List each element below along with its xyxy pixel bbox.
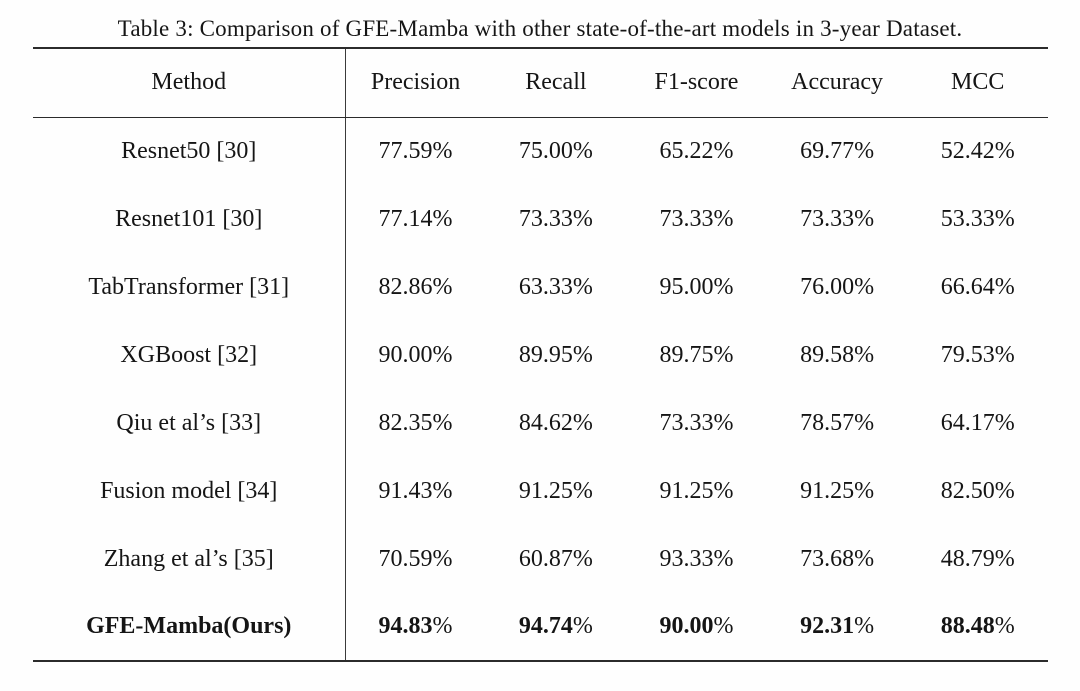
method-cell: Fusion model [34]: [33, 457, 346, 525]
method-cell: TabTransformer [31]: [33, 253, 346, 321]
value-cell: 89.95%: [518, 341, 593, 368]
comparison-table: Method Precision Recall F1-score Accuracy MCC…: [33, 47, 1048, 662]
value-cell: 90.00%: [659, 613, 734, 639]
table-row: Fusion model [34] 91.43% 91.25% 91.25% 91.25…: [33, 457, 1048, 525]
value-cell: 70.59%: [378, 545, 453, 572]
table-caption: Table 3: Comparison of GFE-Mamba with ot…: [117, 16, 963, 41]
table-row: TabTransformer [31] 82.86% 63.33% 95.00% 76.…: [33, 253, 1048, 321]
value-cell: 88.48%: [940, 613, 1015, 639]
table-body: Resnet50 [30] 77.59% 75.00% 65.22% 69.77% 52.…: [33, 117, 1048, 661]
value-cell: 94.74%: [518, 613, 593, 639]
column-header: Recall: [485, 48, 627, 118]
method-cell: Zhang et al’s [35]: [33, 525, 346, 593]
value-cell: 73.33%: [800, 205, 875, 232]
method-cell: GFE-Mamba(Ours): [33, 593, 346, 661]
value-cell: 76.00%: [800, 273, 875, 300]
header-row: Method Precision Recall F1-score Accuracy MCC: [33, 48, 1048, 118]
value-cell: 91.43%: [378, 477, 453, 504]
value-cell: 48.79%: [940, 545, 1015, 572]
value-cell: 73.33%: [659, 205, 734, 232]
value-cell: 79.53%: [940, 341, 1015, 368]
value-cell: 77.59%: [378, 137, 453, 164]
column-header: F1-score: [626, 48, 767, 118]
value-cell: 75.00%: [518, 137, 593, 164]
method-cell: Resnet101 [30]: [33, 185, 346, 253]
value-cell: 77.14%: [378, 205, 453, 232]
value-cell: 73.33%: [659, 409, 734, 436]
value-cell: 66.64%: [940, 273, 1015, 300]
table-header: Method Precision Recall F1-score Accuracy MCC: [33, 48, 1048, 118]
value-cell: 94.83%: [378, 613, 453, 639]
value-cell: 60.87%: [518, 545, 593, 572]
value-cell: 73.68%: [800, 545, 875, 572]
table-row: GFE-Mamba(Ours) 94.83% 94.74% 90.00% 92.31% 8…: [33, 593, 1048, 661]
table-row: Zhang et al’s [35] 70.59% 60.87% 93.33% 73.6…: [33, 525, 1048, 593]
column-header: Precision: [345, 48, 486, 118]
method-cell: XGBoost [32]: [33, 321, 346, 389]
table-row: XGBoost [32] 90.00% 89.95% 89.75% 89.58% 79.5…: [33, 321, 1048, 389]
column-header: Accuracy: [766, 48, 908, 118]
value-cell: 73.33%: [518, 205, 593, 232]
column-header: MCC: [907, 48, 1048, 118]
table-row: Resnet101 [30] 77.14% 73.33% 73.33% 73.33% 53…: [33, 185, 1048, 253]
column-header: Method: [33, 48, 346, 118]
value-cell: 53.33%: [940, 205, 1015, 232]
method-cell: Qiu et al’s [33]: [33, 389, 346, 457]
table-row: Qiu et al’s [33] 82.35% 84.62% 73.33% 78.57%…: [33, 389, 1048, 457]
value-cell: 89.75%: [659, 341, 734, 368]
value-cell: 89.58%: [800, 341, 875, 368]
value-cell: 91.25%: [659, 477, 734, 504]
value-cell: 82.35%: [378, 409, 453, 436]
value-cell: 65.22%: [659, 137, 734, 164]
method-cell: Resnet50 [30]: [33, 117, 346, 185]
value-cell: 93.33%: [659, 545, 734, 572]
value-cell: 91.25%: [518, 477, 593, 504]
value-cell: 63.33%: [518, 273, 593, 300]
value-cell: 91.25%: [800, 477, 875, 504]
value-cell: 64.17%: [940, 409, 1015, 436]
value-cell: 82.50%: [940, 477, 1015, 504]
value-cell: 92.31%: [800, 613, 875, 639]
value-cell: 52.42%: [940, 137, 1015, 164]
value-cell: 82.86%: [378, 273, 453, 300]
value-cell: 84.62%: [518, 409, 593, 436]
table-row: Resnet50 [30] 77.59% 75.00% 65.22% 69.77% 52.…: [33, 117, 1048, 185]
value-cell: 69.77%: [800, 137, 875, 164]
value-cell: 78.57%: [800, 409, 875, 436]
value-cell: 95.00%: [659, 273, 734, 300]
value-cell: 90.00%: [378, 341, 453, 368]
